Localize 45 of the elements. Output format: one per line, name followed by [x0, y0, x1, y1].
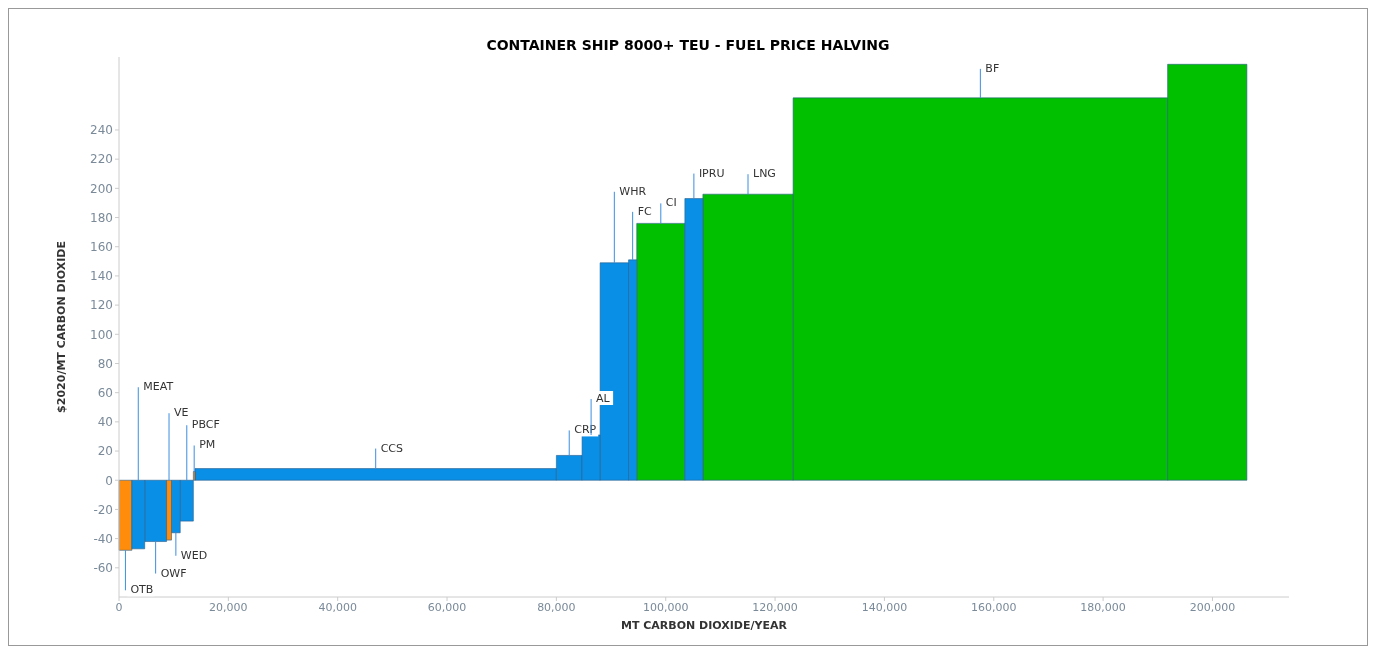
x-tick-label: 0 [115, 600, 123, 614]
x-tick-label: 180,000 [1080, 600, 1126, 614]
y-tick-label: -40 [93, 531, 113, 546]
annotation: WED [180, 548, 208, 562]
x-tick-label: 120,000 [752, 600, 798, 614]
y-tick-label: 180 [90, 210, 113, 225]
y-tick-label: 200 [90, 181, 113, 196]
annotation: MEAT [143, 380, 174, 394]
y-tick-label: 100 [90, 327, 113, 342]
y-tick-label: -20 [93, 502, 113, 517]
annotation: CI [665, 196, 677, 210]
x-tick-label: 100,000 [642, 600, 689, 614]
y-tick-label: 220 [90, 152, 113, 167]
annotation: IPRU [698, 166, 725, 180]
annotation: VE [174, 406, 189, 420]
x-tick-label: 80,000 [537, 600, 576, 614]
y-tick-label: 0 [105, 473, 113, 488]
x-tick-label: 20,000 [209, 600, 248, 614]
annotation: OTB [130, 583, 154, 597]
x-tick-label: 60,000 [427, 600, 467, 614]
annotation: OWF [160, 566, 187, 580]
x-tick-label: 200,000 [1189, 600, 1236, 614]
annotation: BF [985, 61, 1000, 75]
x-tick-label: 40,000 [318, 600, 357, 614]
annotation: CCS [380, 441, 404, 455]
annotation: LNG [753, 167, 776, 181]
chart-title: CONTAINER SHIP 8000+ TEU - FUEL PRICE HALVING [485, 36, 891, 55]
annotation: WHR [619, 184, 647, 198]
y-tick-label: 240 [90, 123, 113, 138]
y-tick-label: 120 [90, 298, 113, 313]
y-tick-label: 60 [97, 385, 113, 400]
x-tick-label: 160,000 [971, 600, 1017, 614]
y-tick-label: 80 [97, 356, 113, 371]
y-tick-label: 160 [90, 239, 113, 254]
annotation: AL [596, 392, 611, 405]
annotation: PBCF [191, 418, 220, 432]
x-axis-title: MT CARBON DIOXIDE/YEAR [621, 619, 788, 632]
annotation: FC [637, 204, 652, 218]
y-axis-title: $2020/MT CARBON DIOXIDE [54, 241, 68, 413]
x-tick-label: 140,000 [861, 600, 908, 614]
y-tick-label: -60 [93, 561, 113, 576]
y-tick-label: 20 [97, 444, 113, 459]
y-tick-label: 140 [90, 269, 113, 284]
annotation: PM [199, 438, 216, 452]
y-tick-label: 40 [97, 415, 113, 430]
